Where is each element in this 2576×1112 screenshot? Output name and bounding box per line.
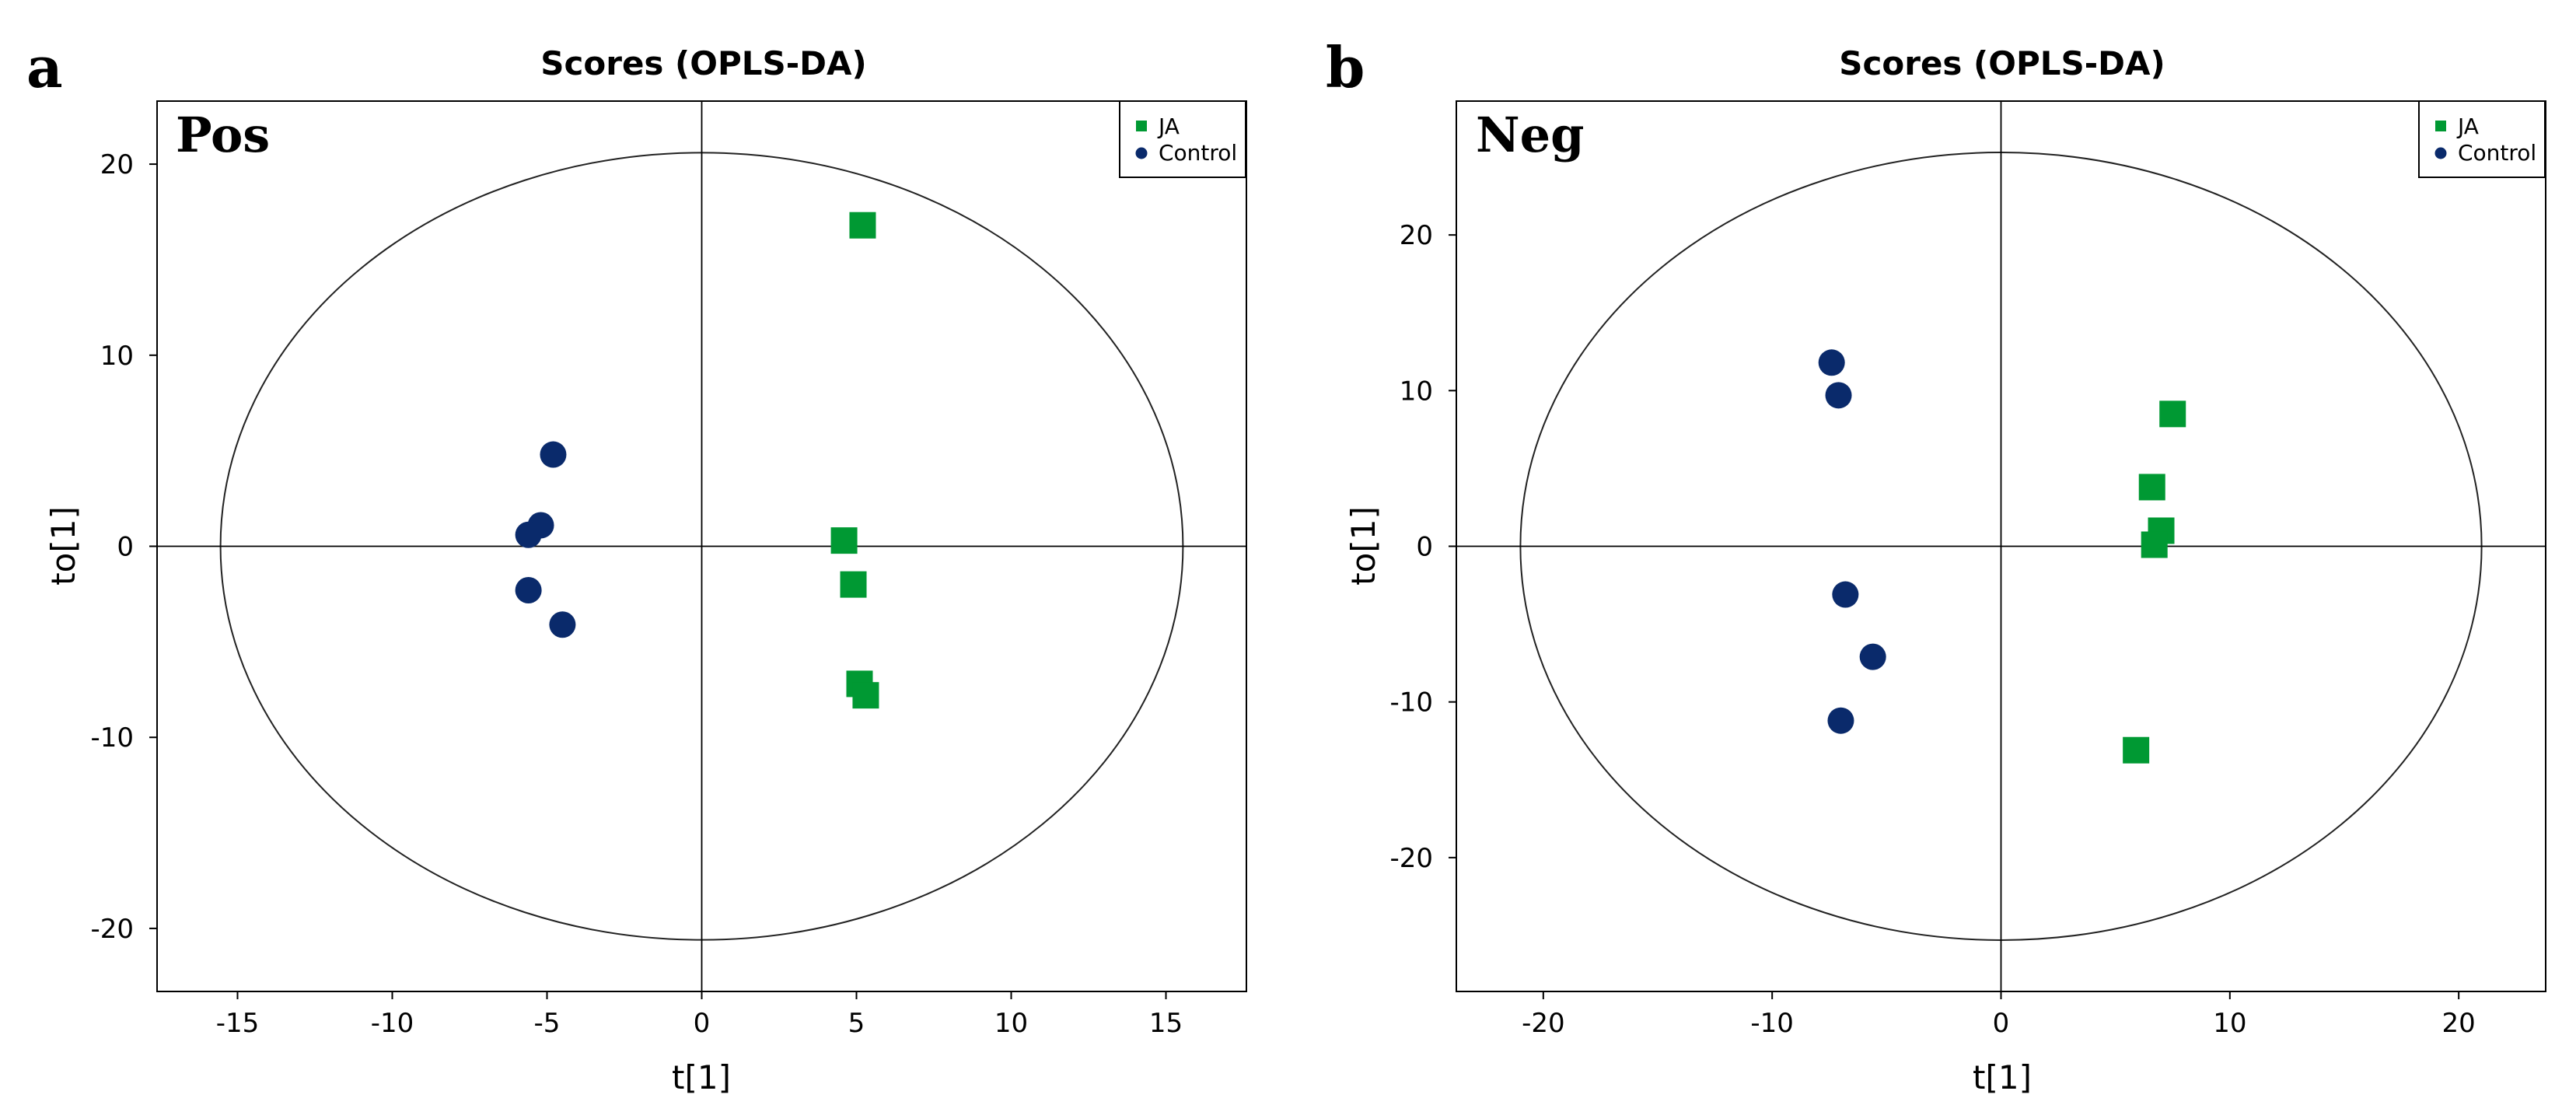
panel-a-ja-point xyxy=(830,527,858,554)
panel-a-y-tick-label: 0 xyxy=(117,532,134,563)
panel-b-x-tick-label: 0 xyxy=(1993,1008,2010,1039)
panel-b-legend-ja-marker xyxy=(2435,121,2446,131)
panel-a-control-point xyxy=(515,521,542,548)
panel-b-control-point xyxy=(1859,643,1886,670)
panel-b-points xyxy=(1818,349,2186,764)
panel-a-control-point xyxy=(549,611,576,638)
panel-b-y-axis-label: to[1] xyxy=(1344,506,1382,586)
panel-a-ja-point xyxy=(852,682,879,709)
panel-a-legend-control-label: Control xyxy=(1159,140,1237,166)
panel-b-y-tick-label: -20 xyxy=(1389,843,1433,874)
panel-a-control-point xyxy=(540,441,567,468)
panel-a-x-tick-label: 0 xyxy=(694,1008,711,1039)
panel-a-legend: JA Control xyxy=(1119,100,1246,178)
panel-a-x-tick-label: 10 xyxy=(994,1008,1028,1039)
panel-a-x-tick-label: -10 xyxy=(371,1008,414,1039)
panel-a-x-tick-label: -15 xyxy=(216,1008,260,1039)
panel-a-y-axis-label: to[1] xyxy=(44,506,82,586)
panel-b-control-point xyxy=(1832,581,1859,608)
panel-b-x-tick-label: -10 xyxy=(1750,1008,1794,1039)
panel-a-y-tick-label: -10 xyxy=(90,722,134,754)
panel-b: b Scores (OPLS-DA) -20 -10 0 10 20 -20 -10 0 10 2… xyxy=(1326,34,2546,1096)
panel-b-legend-control-label: Control xyxy=(2458,140,2536,166)
panel-b-ticks: -20 -10 0 10 20 -20 -10 0 10 20 xyxy=(1389,220,2475,1039)
panel-b-y-tick-label: 10 xyxy=(1400,376,1433,407)
panel-b-legend-ja-label: JA xyxy=(2456,114,2479,139)
panel-a-x-tick-label: 5 xyxy=(848,1008,865,1039)
panel-b-plot: -20 -10 0 10 20 -20 -10 0 10 20 xyxy=(1389,100,2546,1039)
panel-b-control-point xyxy=(1818,349,1845,376)
panel-b-title: Scores (OPLS-DA) xyxy=(1839,44,2165,82)
panel-b-x-tick-label: 10 xyxy=(2213,1008,2246,1039)
panel-a-plot: -15 -10 -5 0 5 10 15 -20 -10 0 10 20 xyxy=(90,100,1247,1039)
panel-b-x-axis-label: t[1] xyxy=(1973,1058,2032,1096)
panel-a-legend-control-marker xyxy=(1135,147,1148,159)
panel-a-points xyxy=(515,212,879,709)
panel-a-y-tick-label: 20 xyxy=(100,149,134,180)
panel-b-mode-label: Neg xyxy=(1476,107,1584,163)
panel-b-control-point xyxy=(1827,707,1854,734)
panel-b-legend: JA Control xyxy=(2418,100,2546,178)
panel-b-x-tick-label: -20 xyxy=(1522,1008,1565,1039)
panel-b-legend-box xyxy=(2418,100,2546,178)
panel-b-legend-control-marker xyxy=(2434,147,2447,159)
panel-b-x-tick-label: 20 xyxy=(2442,1008,2476,1039)
panel-a-y-tick-label: 10 xyxy=(100,341,134,372)
panel-b-ja-point xyxy=(2138,474,2165,501)
panel-a-x-tick-label: -5 xyxy=(534,1008,561,1039)
panel-a-title: Scores (OPLS-DA) xyxy=(540,44,867,82)
panel-a-legend-ja-marker xyxy=(1136,121,1147,131)
panel-a-letter: a xyxy=(26,34,63,100)
panel-b-ja-point xyxy=(2123,736,2150,764)
panel-b-letter: b xyxy=(1326,34,1365,100)
panel-a-y-tick-label: -20 xyxy=(90,914,134,945)
panel-a-ja-point xyxy=(840,571,867,598)
panel-b-y-tick-label: 20 xyxy=(1400,220,1433,251)
panel-b-ja-point xyxy=(2141,531,2168,558)
panel-a-ticks: -15 -10 -5 0 5 10 15 -20 -10 0 10 20 xyxy=(90,149,1183,1039)
panel-a: a Scores (OPLS-DA) -15 -10 -5 0 5 10 15 -20 -10 0… xyxy=(26,34,1247,1096)
panel-b-y-tick-label: 0 xyxy=(1416,532,1433,563)
panel-b-ja-point xyxy=(2159,400,2186,428)
panel-b-control-point xyxy=(1825,382,1852,409)
panel-a-x-axis-label: t[1] xyxy=(672,1058,731,1096)
panel-a-legend-ja-label: JA xyxy=(1157,114,1180,139)
panel-a-control-point xyxy=(515,577,542,604)
panel-b-y-tick-label: -10 xyxy=(1389,687,1433,719)
panel-a-legend-box xyxy=(1119,100,1246,178)
panel-a-mode-label: Pos xyxy=(176,107,270,163)
panel-a-ja-point xyxy=(849,212,876,239)
panel-a-x-tick-label: 15 xyxy=(1149,1008,1183,1039)
